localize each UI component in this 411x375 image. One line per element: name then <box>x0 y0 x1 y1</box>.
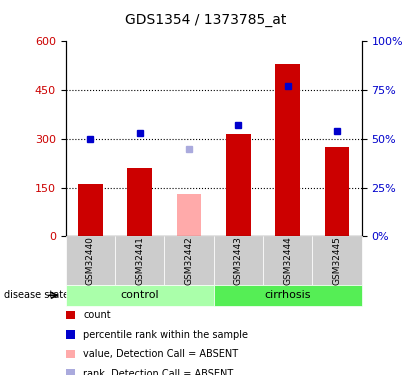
Bar <box>275 64 300 236</box>
Text: GDS1354 / 1373785_at: GDS1354 / 1373785_at <box>125 13 286 27</box>
Text: disease state: disease state <box>4 290 69 300</box>
Text: GSM32444: GSM32444 <box>283 236 292 285</box>
Bar <box>177 194 201 236</box>
Bar <box>325 147 349 236</box>
Text: control: control <box>120 290 159 300</box>
Bar <box>78 184 103 236</box>
Text: rank, Detection Call = ABSENT: rank, Detection Call = ABSENT <box>83 369 233 375</box>
Text: percentile rank within the sample: percentile rank within the sample <box>83 330 248 339</box>
Text: value, Detection Call = ABSENT: value, Detection Call = ABSENT <box>83 349 238 359</box>
Text: GSM32445: GSM32445 <box>332 236 342 285</box>
Text: GSM32442: GSM32442 <box>185 236 194 285</box>
Text: count: count <box>83 310 111 320</box>
Text: GSM32441: GSM32441 <box>135 236 144 285</box>
Bar <box>226 134 251 236</box>
Text: cirrhosis: cirrhosis <box>264 290 311 300</box>
Text: GSM32440: GSM32440 <box>86 236 95 285</box>
Text: GSM32443: GSM32443 <box>234 236 243 285</box>
Bar <box>127 168 152 236</box>
